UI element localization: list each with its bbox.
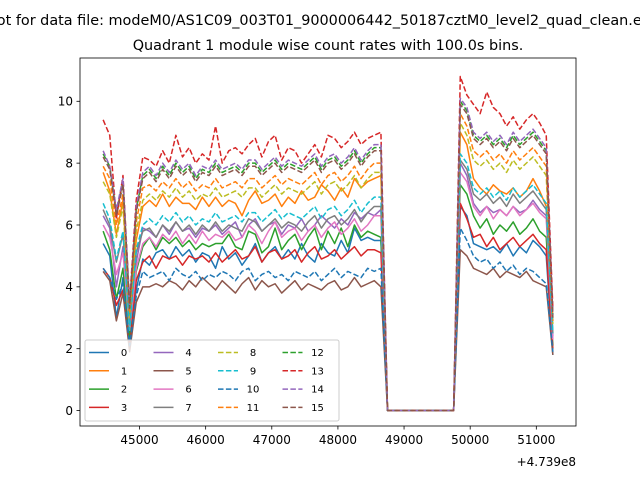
series-line-9 xyxy=(102,153,554,412)
y-tick-label: 2 xyxy=(65,342,73,356)
legend-label-14: 14 xyxy=(311,385,324,396)
x-tick-label: 47000 xyxy=(253,433,291,447)
series-line-1 xyxy=(102,131,554,412)
series-line-10 xyxy=(102,227,554,412)
y-tick-label: 8 xyxy=(65,156,73,170)
plot-area-frame xyxy=(79,57,577,427)
plot-lines xyxy=(102,75,554,412)
series-line-2 xyxy=(102,184,554,412)
legend-label-5: 5 xyxy=(185,366,191,377)
x-tick-label: 46000 xyxy=(187,433,225,447)
legend-label-9: 9 xyxy=(250,366,256,377)
series-line-12 xyxy=(102,100,554,412)
x-tick-label: 49000 xyxy=(385,433,423,447)
series-line-13 xyxy=(102,75,554,412)
legend-label-7: 7 xyxy=(185,403,191,414)
series-line-8 xyxy=(102,122,554,412)
legend-label-13: 13 xyxy=(311,366,324,377)
y-axis: 0 2 4 6 8 10 xyxy=(58,95,80,418)
x-tick-label: 45000 xyxy=(120,433,158,447)
x-tick-label: 51000 xyxy=(517,433,555,447)
y-tick-label: 4 xyxy=(65,280,73,294)
x-offset-label: +4.739e8 xyxy=(517,455,576,469)
x-tick-label: 50000 xyxy=(451,433,489,447)
legend-label-15: 15 xyxy=(311,403,324,414)
legend-label-1: 1 xyxy=(121,366,127,377)
legend-label-3: 3 xyxy=(121,403,127,414)
series-line-6 xyxy=(102,171,554,412)
legend-label-2: 2 xyxy=(121,385,127,396)
series-line-11 xyxy=(102,112,554,412)
x-tick-label: 48000 xyxy=(319,433,357,447)
series-line-7 xyxy=(102,159,554,412)
y-tick-label: 6 xyxy=(65,218,73,232)
series-line-5 xyxy=(102,248,554,412)
legend-label-10: 10 xyxy=(247,385,260,396)
legend-label-11: 11 xyxy=(247,403,260,414)
chart-title: Quadrant 1 module wise count rates with … xyxy=(133,38,524,54)
y-tick-label: 0 xyxy=(65,404,73,418)
series-line-0 xyxy=(102,205,554,412)
series-line-15 xyxy=(102,103,554,412)
series-line-14 xyxy=(102,97,554,412)
x-axis: 45000 46000 47000 48000 49000 50000 51000 xyxy=(120,426,555,447)
legend-frame xyxy=(84,339,340,422)
y-tick-label: 10 xyxy=(58,95,73,109)
legend-label-12: 12 xyxy=(311,348,324,359)
legend-label-0: 0 xyxy=(121,348,127,359)
legend-label-6: 6 xyxy=(185,385,191,396)
legend-label-4: 4 xyxy=(185,348,191,359)
figure-suptitle: Plot for data file: modeM0/AS1C09_003T01… xyxy=(0,13,640,29)
series-line-3 xyxy=(102,202,554,412)
legend-label-8: 8 xyxy=(250,348,256,359)
